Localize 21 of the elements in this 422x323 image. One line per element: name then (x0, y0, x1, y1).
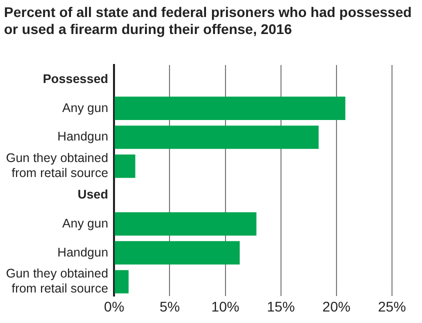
y-tick-label: Handgun (57, 245, 108, 260)
y-tick-label: Possessed (42, 72, 108, 86)
y-tick-label: Any gun (62, 216, 108, 230)
chart-title: Percent of all state and federal prisoners who had possessed or used a firearm during their offense, 2016 (4, 4, 413, 38)
y-tick-label: Gun they obtained from retail source (6, 266, 108, 296)
x-tick-label: 25% (378, 298, 406, 314)
x-tick-label: 15% (266, 298, 295, 314)
bar (114, 126, 319, 149)
bar (114, 241, 240, 265)
x-tick-label: 0% (104, 298, 124, 314)
bar (114, 270, 129, 294)
y-tick-label: Gun they obtained from retail source (6, 151, 108, 180)
bar (114, 212, 256, 236)
bar (114, 96, 346, 120)
x-tick-label: 5% (160, 298, 180, 314)
y-tick-label: Used (78, 188, 108, 202)
x-tick-label: 10% (211, 298, 240, 314)
y-tick-label: Any gun (62, 100, 108, 115)
x-tick-label: 20% (322, 298, 350, 314)
y-tick-label: Handgun (57, 130, 108, 144)
bar (114, 154, 136, 178)
